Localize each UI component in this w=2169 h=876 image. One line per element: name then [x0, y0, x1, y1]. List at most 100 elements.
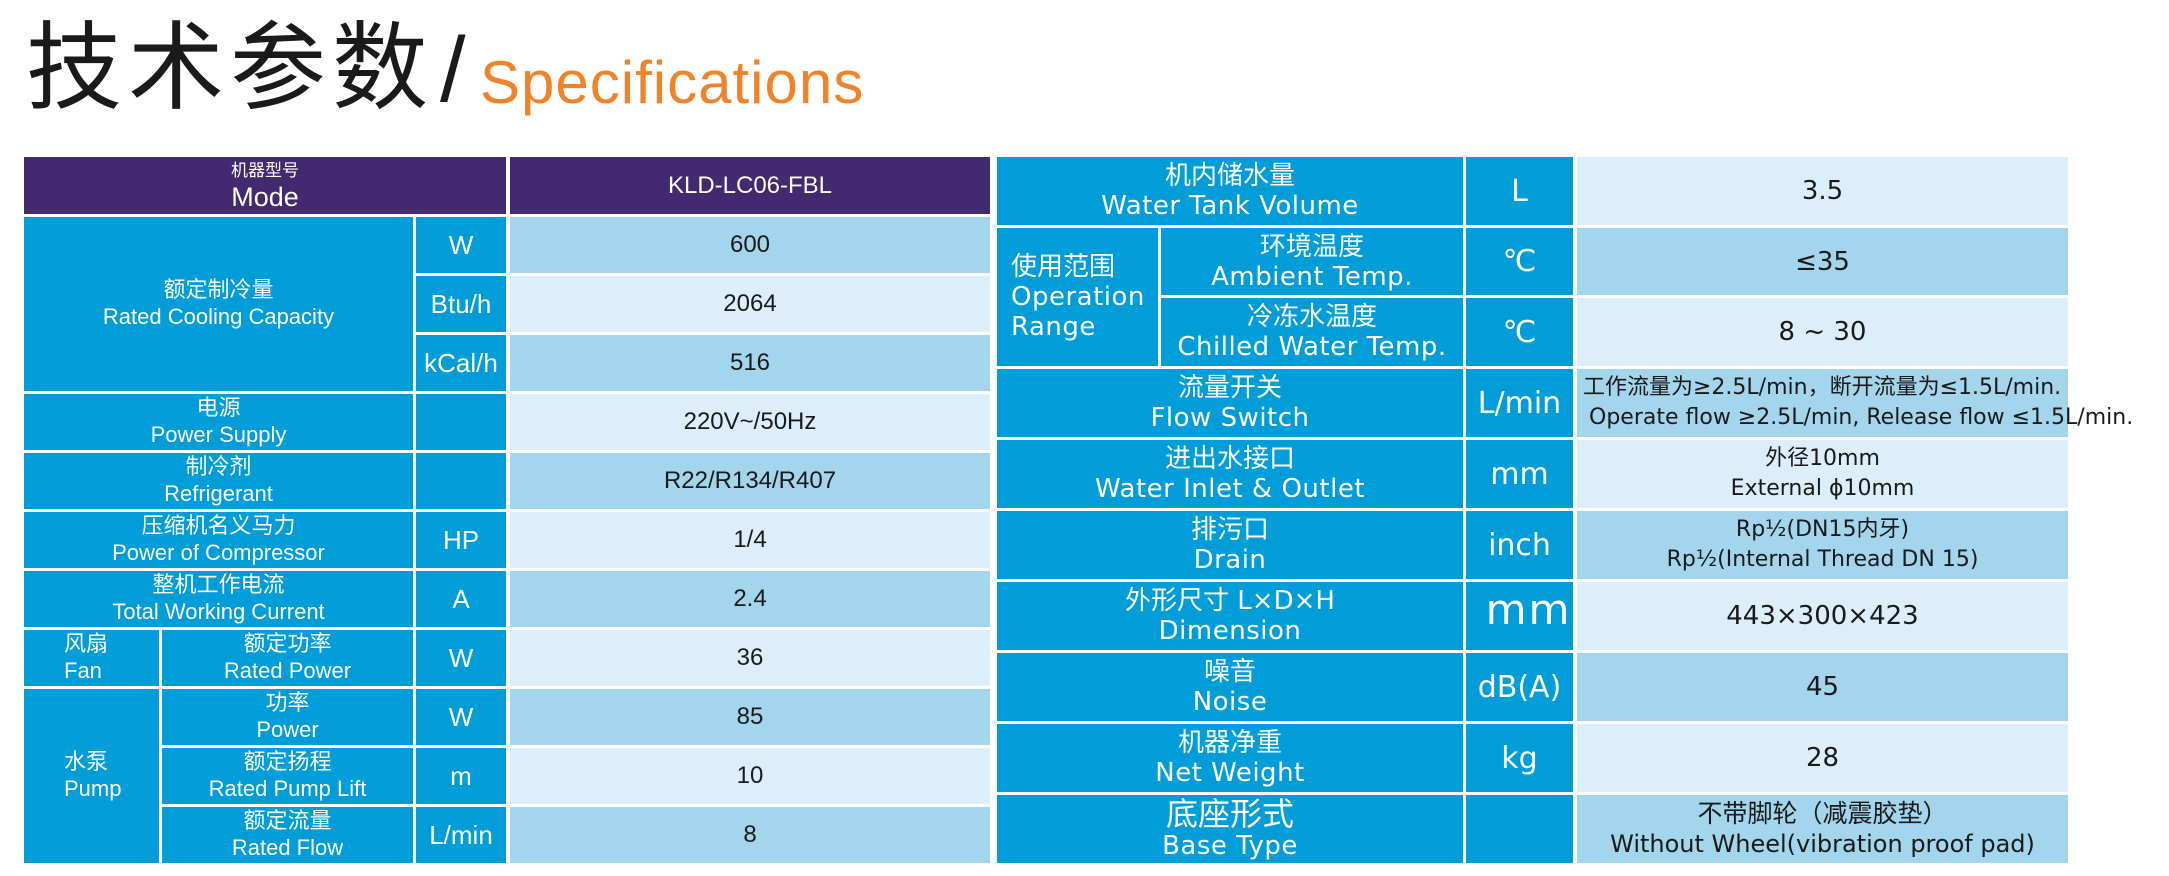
pump-power-en: Power	[256, 717, 319, 742]
dimension-label: 外形尺寸 L×D×H Dimension	[997, 582, 1463, 650]
weight-cn: 机器净重	[1177, 728, 1282, 758]
current-label-en: Total Working Current	[112, 599, 325, 624]
pump-flow-unit: L/min	[416, 807, 506, 863]
tank-label: 机内储水量 Water Tank Volume	[997, 157, 1463, 225]
fan-rated-power-en: Rated Power	[223, 658, 352, 683]
ambient-temp-unit: ℃	[1466, 228, 1573, 295]
fan-rated-power-label: 额定功率 Rated Power	[162, 630, 413, 686]
power-supply-label-en: Power Supply	[150, 422, 287, 447]
base-type-unit	[1466, 795, 1573, 863]
fan-unit: W	[416, 630, 506, 686]
refrigerant-label-en: Refrigerant	[164, 481, 273, 506]
tank-unit: L	[1466, 157, 1573, 225]
flow-switch-en: Flow Switch	[1150, 403, 1310, 433]
cooling-unit-kcal: kCal/h	[416, 335, 506, 391]
current-label: 整机工作电流 Total Working Current	[24, 571, 413, 627]
compressor-value: 1/4	[510, 512, 990, 568]
pump-flow-cn: 额定流量	[243, 809, 332, 834]
inlet-outlet-en: Water Inlet & Outlet	[1094, 474, 1366, 504]
power-supply-unit	[416, 394, 506, 450]
fan-group-label: 风扇 Fan	[24, 630, 159, 686]
noise-unit: dB(A)	[1466, 653, 1573, 721]
refrigerant-value: R22/R134/R407	[510, 453, 990, 509]
pump-flow-en: Rated Flow	[231, 835, 344, 860]
dimension-unit: mm	[1466, 582, 1573, 650]
flow-switch-label: 流量开关 Flow Switch	[997, 369, 1463, 437]
fan-group-en: Fan	[64, 658, 102, 683]
base-type-value-en: Without Wheel(vibration proof pad)	[1610, 830, 2035, 858]
inlet-outlet-value-cn: 外径10mm	[1765, 446, 1880, 471]
cooling-label-cn: 额定制冷量	[163, 278, 274, 303]
tank-label-en: Water Tank Volume	[1101, 191, 1359, 221]
pump-group-en: Pump	[64, 776, 122, 801]
model-value: KLD-LC06-FBL	[667, 171, 833, 199]
chilled-water-temp-en: Chilled Water Temp.	[1177, 332, 1447, 362]
model-label-en: Mode	[231, 181, 299, 212]
pump-lift-unit: m	[416, 748, 506, 804]
pump-power-label: 功率 Power	[162, 689, 413, 745]
model-label-cn: 机器型号	[231, 160, 299, 181]
pump-group-label: 水泵 Pump	[24, 689, 159, 863]
pump-power-cn: 功率	[265, 691, 310, 716]
inlet-outlet-cn: 进出水接口	[1164, 444, 1295, 474]
ambient-temp-cn: 环境温度	[1259, 231, 1364, 262]
ambient-temp-value: ≤35	[1577, 228, 2068, 295]
current-label-cn: 整机工作电流	[152, 573, 285, 598]
pump-group-cn: 水泵	[64, 750, 109, 775]
dimension-cn: 外形尺寸 L×D×H	[1125, 586, 1335, 616]
chilled-water-temp-label: 冷冻水温度 Chilled Water Temp.	[1161, 298, 1463, 366]
pump-flow-value: 8	[510, 807, 990, 863]
cooling-unit-w: W	[416, 217, 506, 273]
title-separator: /	[440, 19, 466, 121]
pump-power-value: 85	[510, 689, 990, 745]
page-title-chinese: 技术参数	[26, 12, 434, 124]
chilled-water-temp-unit: ℃	[1466, 298, 1573, 366]
base-type-en: Base Type	[1162, 831, 1298, 861]
base-type-cn: 底座形式	[1165, 795, 1294, 833]
ambient-temp-en: Ambient Temp.	[1211, 261, 1413, 292]
pump-lift-cn: 额定扬程	[243, 750, 332, 775]
drain-cn: 排污口	[1190, 515, 1269, 545]
refrigerant-label-cn: 制冷剂	[185, 455, 252, 480]
cooling-label-en: Rated Cooling Capacity	[102, 304, 335, 329]
inlet-outlet-unit: mm	[1466, 440, 1573, 508]
noise-en: Noise	[1192, 687, 1268, 717]
ambient-temp-label: 环境温度 Ambient Temp.	[1161, 228, 1463, 295]
pump-lift-label: 额定扬程 Rated Pump Lift	[162, 748, 413, 804]
flow-switch-unit: L/min	[1466, 369, 1573, 437]
model-label-cell: 机器型号 Mode	[24, 157, 506, 214]
flow-switch-value-cn: 工作流量为≥2.5L/min，断开流量为≤1.5L/min.	[1583, 375, 2062, 400]
pump-flow-label: 额定流量 Rated Flow	[162, 807, 413, 863]
drain-value: Rp½(DN15内牙) Rp½(Internal Thread DN 15)	[1577, 511, 2068, 579]
cooling-value-kcal: 516	[510, 335, 990, 391]
weight-en: Net Weight	[1155, 758, 1305, 788]
operation-group-en-2: Range	[1011, 312, 1096, 342]
base-type-label: 底座形式 Base Type	[997, 795, 1463, 863]
drain-value-en: Rp½(Internal Thread DN 15)	[1666, 547, 1979, 572]
operation-range-group: 使用范围 Operation Range	[997, 228, 1158, 366]
pump-lift-en: Rated Pump Lift	[208, 776, 367, 801]
current-unit: A	[416, 571, 506, 627]
cooling-value-w: 600	[510, 217, 990, 273]
tank-value: 3.5	[1577, 157, 2068, 225]
base-type-value: 不带脚轮（减震胶垫） Without Wheel(vibration proof…	[1577, 795, 2068, 863]
power-supply-label: 电源 Power Supply	[24, 394, 413, 450]
inlet-outlet-label: 进出水接口 Water Inlet & Outlet	[997, 440, 1463, 508]
model-value-cell: KLD-LC06-FBL	[510, 157, 990, 214]
weight-value: 28	[1577, 724, 2068, 792]
flow-switch-value: 工作流量为≥2.5L/min，断开流量为≤1.5L/min. Operate f…	[1577, 369, 2133, 437]
inlet-outlet-value-en: External ϕ10mm	[1730, 476, 1915, 501]
drain-value-cn: Rp½(DN15内牙)	[1735, 517, 1910, 542]
current-value: 2.4	[510, 571, 990, 627]
cooling-capacity-label: 额定制冷量 Rated Cooling Capacity	[24, 217, 413, 391]
compressor-unit: HP	[416, 512, 506, 568]
pump-power-unit: W	[416, 689, 506, 745]
drain-label: 排污口 Drain	[997, 511, 1463, 579]
tank-label-cn: 机内储水量	[1164, 161, 1295, 191]
refrigerant-unit	[416, 453, 506, 509]
cooling-value-btu: 2064	[510, 276, 990, 332]
flow-switch-value-en: Operate flow ≥2.5L/min, Release flow ≤1.…	[1589, 405, 2134, 430]
flow-switch-cn: 流量开关	[1177, 373, 1282, 403]
compressor-label-en: Power of Compressor	[112, 540, 325, 565]
cooling-unit-btu: Btu/h	[416, 276, 506, 332]
